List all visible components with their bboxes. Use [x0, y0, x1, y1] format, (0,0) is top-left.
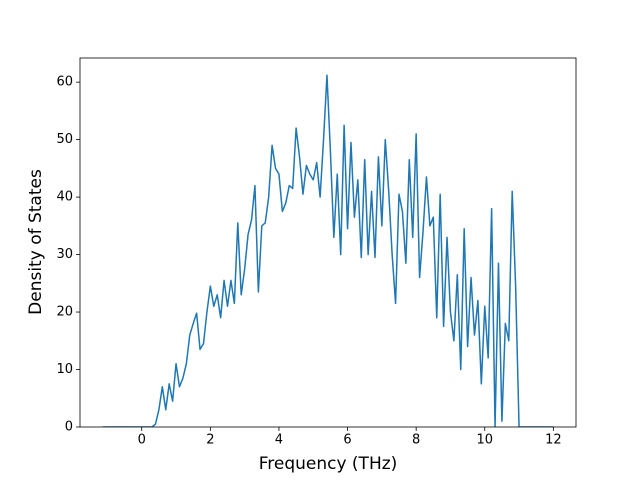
y-tick-label: 0: [65, 420, 73, 435]
y-tick-label: 10: [56, 362, 73, 377]
y-tick-label: 40: [56, 190, 73, 205]
y-tick-label: 20: [56, 305, 73, 320]
y-tick-label: 30: [56, 247, 73, 262]
y-axis-label: Density of States: [26, 169, 46, 315]
x-tick-label: 10: [476, 433, 493, 448]
x-axis-label: Frequency (THz): [259, 454, 398, 474]
x-tick-label: 4: [275, 433, 283, 448]
x-tick-label: 0: [138, 433, 146, 448]
x-tick-label: 8: [412, 433, 420, 448]
plot-frame: [79, 57, 577, 428]
x-tick-label: 2: [206, 433, 214, 448]
y-tick-label: 60: [56, 75, 73, 90]
line: [102, 74, 554, 427]
x-tick-label: 6: [343, 433, 351, 448]
x-tick-label: 12: [545, 433, 562, 448]
y-tick-label: 50: [56, 132, 73, 147]
